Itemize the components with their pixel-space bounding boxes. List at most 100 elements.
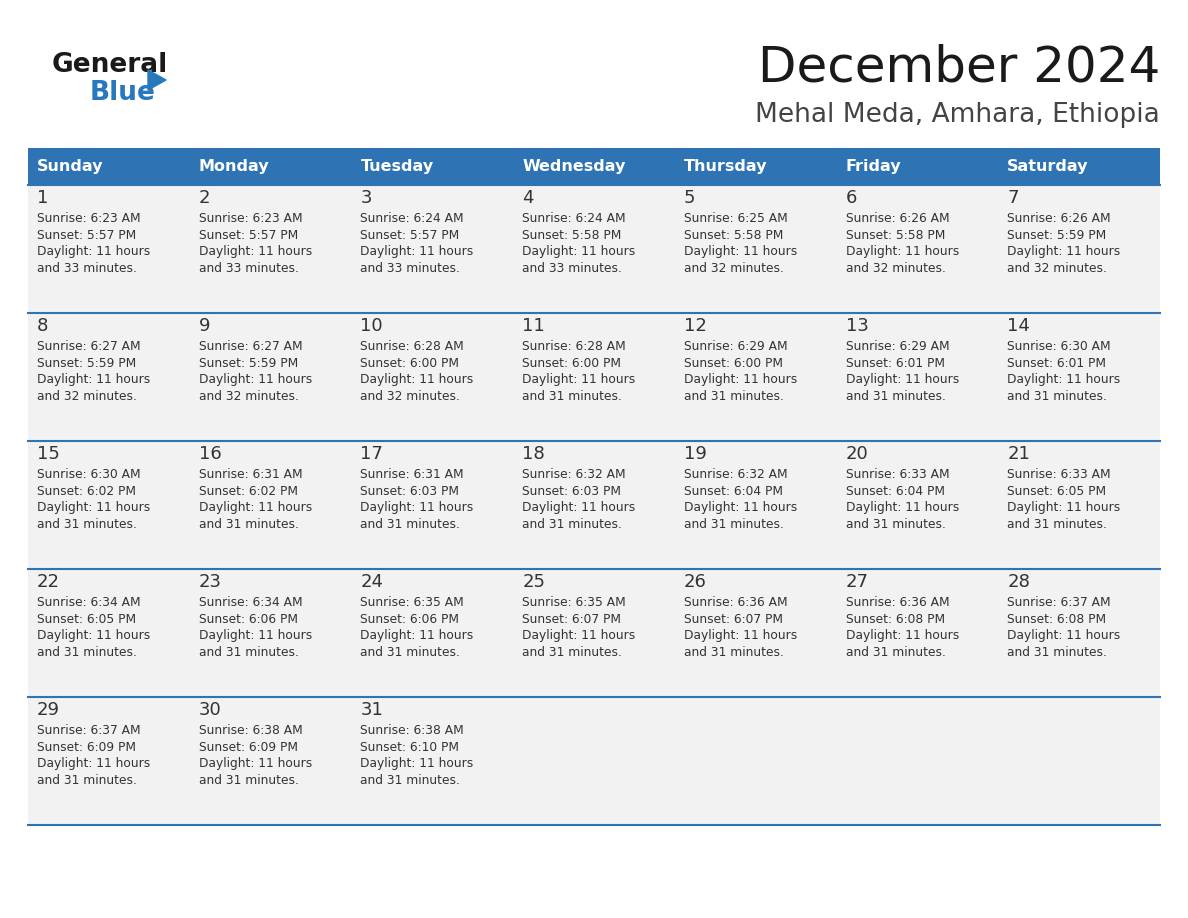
Bar [352, 697, 513, 825]
Text: Sunrise: 6:25 AM: Sunrise: 6:25 AM [684, 212, 788, 226]
Text: and 31 minutes.: and 31 minutes. [37, 774, 137, 787]
Bar [675, 697, 836, 825]
Text: 25: 25 [523, 573, 545, 591]
Bar [29, 185, 190, 313]
Text: 22: 22 [37, 573, 61, 591]
Bar [352, 148, 513, 185]
Text: 15: 15 [37, 445, 59, 463]
Text: Sunrise: 6:32 AM: Sunrise: 6:32 AM [684, 468, 788, 482]
Text: Sunset: 5:57 PM: Sunset: 5:57 PM [360, 229, 460, 242]
Text: Sunrise: 6:26 AM: Sunrise: 6:26 AM [1007, 212, 1111, 226]
Text: Blue: Blue [90, 80, 156, 106]
Bar [352, 313, 513, 441]
Text: Daylight: 11 hours: Daylight: 11 hours [846, 501, 959, 514]
Text: and 32 minutes.: and 32 minutes. [684, 262, 784, 275]
Bar [836, 569, 998, 697]
Text: Daylight: 11 hours: Daylight: 11 hours [684, 630, 797, 643]
Text: Sunset: 6:00 PM: Sunset: 6:00 PM [523, 357, 621, 370]
Text: Sunrise: 6:24 AM: Sunrise: 6:24 AM [360, 212, 465, 226]
Text: 5: 5 [684, 189, 695, 207]
Text: and 31 minutes.: and 31 minutes. [523, 390, 623, 403]
Text: Sunrise: 6:31 AM: Sunrise: 6:31 AM [360, 468, 465, 482]
Text: and 32 minutes.: and 32 minutes. [198, 390, 298, 403]
Bar [998, 697, 1159, 825]
Text: Sunset: 6:09 PM: Sunset: 6:09 PM [37, 741, 135, 754]
Text: and 31 minutes.: and 31 minutes. [684, 390, 784, 403]
Text: Sunset: 6:05 PM: Sunset: 6:05 PM [37, 613, 137, 626]
Text: Daylight: 11 hours: Daylight: 11 hours [846, 630, 959, 643]
Text: 27: 27 [846, 573, 868, 591]
Text: Sunrise: 6:23 AM: Sunrise: 6:23 AM [198, 212, 302, 226]
Text: Sunset: 5:59 PM: Sunset: 5:59 PM [37, 357, 137, 370]
Text: Sunset: 5:59 PM: Sunset: 5:59 PM [198, 357, 298, 370]
Text: 21: 21 [1007, 445, 1030, 463]
Text: 23: 23 [198, 573, 222, 591]
Bar [998, 569, 1159, 697]
Text: Monday: Monday [198, 159, 270, 174]
Text: 12: 12 [684, 317, 707, 335]
Text: 8: 8 [37, 317, 49, 335]
Text: Sunset: 6:10 PM: Sunset: 6:10 PM [360, 741, 460, 754]
Text: Daylight: 11 hours: Daylight: 11 hours [846, 245, 959, 259]
Text: Daylight: 11 hours: Daylight: 11 hours [198, 501, 312, 514]
Text: Sunrise: 6:27 AM: Sunrise: 6:27 AM [37, 341, 140, 353]
Text: 24: 24 [360, 573, 384, 591]
Text: Sunset: 6:02 PM: Sunset: 6:02 PM [198, 485, 298, 498]
Bar [998, 441, 1159, 569]
Bar [836, 697, 998, 825]
Text: and 31 minutes.: and 31 minutes. [198, 774, 298, 787]
Text: Sunrise: 6:34 AM: Sunrise: 6:34 AM [37, 597, 140, 610]
Text: and 31 minutes.: and 31 minutes. [37, 518, 137, 531]
Text: and 31 minutes.: and 31 minutes. [360, 646, 460, 659]
Text: Daylight: 11 hours: Daylight: 11 hours [198, 245, 312, 259]
Text: Sunrise: 6:37 AM: Sunrise: 6:37 AM [1007, 597, 1111, 610]
Bar [513, 185, 675, 313]
Text: 26: 26 [684, 573, 707, 591]
Text: Sunset: 6:04 PM: Sunset: 6:04 PM [846, 485, 944, 498]
Text: and 31 minutes.: and 31 minutes. [360, 518, 460, 531]
Text: Tuesday: Tuesday [360, 159, 434, 174]
Text: and 31 minutes.: and 31 minutes. [1007, 518, 1107, 531]
Bar [675, 185, 836, 313]
Text: 19: 19 [684, 445, 707, 463]
Text: and 31 minutes.: and 31 minutes. [523, 518, 623, 531]
Bar [675, 441, 836, 569]
Text: Daylight: 11 hours: Daylight: 11 hours [37, 245, 150, 259]
Text: Sunset: 6:03 PM: Sunset: 6:03 PM [360, 485, 460, 498]
Text: Sunrise: 6:31 AM: Sunrise: 6:31 AM [198, 468, 302, 482]
Text: and 33 minutes.: and 33 minutes. [37, 262, 137, 275]
Text: Sunset: 6:04 PM: Sunset: 6:04 PM [684, 485, 783, 498]
Text: Sunrise: 6:28 AM: Sunrise: 6:28 AM [523, 341, 626, 353]
Bar [190, 148, 352, 185]
Bar [190, 441, 352, 569]
Text: Sunrise: 6:36 AM: Sunrise: 6:36 AM [684, 597, 788, 610]
Text: Sunset: 6:07 PM: Sunset: 6:07 PM [684, 613, 783, 626]
Text: and 31 minutes.: and 31 minutes. [1007, 646, 1107, 659]
Text: Sunrise: 6:26 AM: Sunrise: 6:26 AM [846, 212, 949, 226]
Bar [29, 569, 190, 697]
Bar [190, 313, 352, 441]
Text: Daylight: 11 hours: Daylight: 11 hours [523, 245, 636, 259]
Bar [998, 313, 1159, 441]
Text: Daylight: 11 hours: Daylight: 11 hours [523, 501, 636, 514]
Text: and 31 minutes.: and 31 minutes. [684, 518, 784, 531]
Bar [836, 313, 998, 441]
Text: Sunrise: 6:29 AM: Sunrise: 6:29 AM [684, 341, 788, 353]
Bar [352, 185, 513, 313]
Text: and 31 minutes.: and 31 minutes. [360, 774, 460, 787]
Text: Sunrise: 6:32 AM: Sunrise: 6:32 AM [523, 468, 626, 482]
Text: and 32 minutes.: and 32 minutes. [846, 262, 946, 275]
Bar [513, 697, 675, 825]
Text: Sunrise: 6:28 AM: Sunrise: 6:28 AM [360, 341, 465, 353]
Text: Sunrise: 6:33 AM: Sunrise: 6:33 AM [846, 468, 949, 482]
Text: Daylight: 11 hours: Daylight: 11 hours [37, 757, 150, 770]
Text: Daylight: 11 hours: Daylight: 11 hours [684, 374, 797, 386]
Text: Daylight: 11 hours: Daylight: 11 hours [360, 757, 474, 770]
Text: 4: 4 [523, 189, 533, 207]
Text: 10: 10 [360, 317, 383, 335]
Bar [513, 569, 675, 697]
Text: Daylight: 11 hours: Daylight: 11 hours [198, 757, 312, 770]
Bar [352, 441, 513, 569]
Text: Daylight: 11 hours: Daylight: 11 hours [684, 245, 797, 259]
Text: and 32 minutes.: and 32 minutes. [37, 390, 137, 403]
